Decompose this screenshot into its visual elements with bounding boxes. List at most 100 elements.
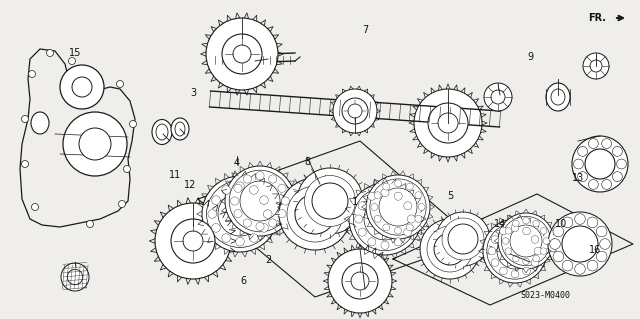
Circle shape: [523, 258, 529, 264]
Circle shape: [562, 226, 598, 262]
Circle shape: [523, 227, 531, 235]
Text: 3: 3: [190, 88, 196, 98]
Circle shape: [394, 238, 402, 246]
Circle shape: [415, 192, 422, 199]
Circle shape: [206, 18, 278, 90]
Circle shape: [531, 236, 539, 243]
Circle shape: [585, 149, 615, 179]
Circle shape: [379, 188, 417, 226]
Circle shape: [297, 168, 363, 234]
Circle shape: [305, 175, 355, 226]
Circle shape: [353, 187, 417, 251]
Circle shape: [264, 210, 272, 218]
Circle shape: [612, 172, 622, 182]
Circle shape: [572, 136, 628, 192]
Circle shape: [348, 104, 362, 118]
Circle shape: [484, 83, 512, 111]
Circle shape: [383, 183, 390, 190]
Circle shape: [588, 139, 598, 148]
Circle shape: [438, 113, 458, 133]
Circle shape: [256, 172, 264, 180]
Circle shape: [22, 160, 29, 167]
Circle shape: [427, 226, 473, 272]
Circle shape: [236, 237, 244, 246]
Text: 4: 4: [234, 158, 240, 168]
Circle shape: [171, 219, 215, 263]
Circle shape: [491, 90, 505, 104]
Circle shape: [230, 197, 239, 205]
Circle shape: [588, 180, 598, 189]
Circle shape: [600, 239, 611, 249]
Circle shape: [404, 228, 412, 236]
Circle shape: [488, 247, 496, 255]
Circle shape: [578, 146, 588, 156]
Circle shape: [573, 159, 584, 169]
Circle shape: [616, 159, 627, 169]
Circle shape: [497, 233, 533, 269]
Circle shape: [502, 238, 509, 244]
Circle shape: [364, 198, 406, 240]
Circle shape: [243, 175, 252, 183]
Text: 9: 9: [527, 52, 533, 62]
Circle shape: [225, 166, 295, 236]
Circle shape: [596, 251, 607, 262]
Ellipse shape: [31, 112, 49, 134]
Circle shape: [381, 189, 389, 197]
Circle shape: [256, 222, 264, 231]
Circle shape: [260, 196, 268, 204]
Circle shape: [414, 89, 482, 157]
Circle shape: [583, 53, 609, 79]
Circle shape: [278, 184, 286, 192]
Circle shape: [394, 192, 402, 200]
Circle shape: [540, 248, 547, 255]
Text: 16: 16: [589, 245, 601, 255]
Circle shape: [282, 197, 289, 205]
Circle shape: [428, 103, 468, 143]
Text: FR.: FR.: [588, 13, 606, 23]
Circle shape: [513, 220, 519, 227]
Text: 6: 6: [240, 276, 246, 286]
Circle shape: [260, 224, 268, 232]
Circle shape: [505, 248, 512, 255]
Circle shape: [234, 210, 242, 218]
Circle shape: [333, 89, 377, 133]
Circle shape: [29, 70, 35, 78]
Circle shape: [548, 212, 612, 276]
Circle shape: [531, 259, 539, 266]
Circle shape: [534, 247, 542, 255]
Circle shape: [498, 213, 554, 269]
Ellipse shape: [171, 118, 189, 140]
Circle shape: [434, 233, 466, 265]
Text: 11: 11: [169, 170, 181, 180]
Circle shape: [533, 220, 540, 227]
Circle shape: [222, 34, 262, 74]
Ellipse shape: [551, 89, 565, 105]
Circle shape: [67, 269, 83, 285]
Circle shape: [183, 231, 203, 251]
Circle shape: [562, 217, 573, 228]
Circle shape: [371, 204, 378, 211]
Circle shape: [578, 172, 588, 182]
Circle shape: [222, 186, 230, 194]
Text: 15: 15: [69, 48, 81, 58]
Text: S023-M0400: S023-M0400: [520, 291, 570, 300]
Circle shape: [250, 186, 258, 194]
Circle shape: [155, 203, 231, 279]
Circle shape: [575, 214, 586, 224]
Text: 5: 5: [447, 191, 453, 201]
Circle shape: [513, 255, 519, 262]
Circle shape: [349, 183, 421, 255]
Circle shape: [602, 180, 612, 189]
Circle shape: [483, 219, 547, 283]
Circle shape: [374, 192, 381, 199]
Circle shape: [415, 215, 422, 222]
Circle shape: [500, 227, 508, 235]
Circle shape: [436, 212, 490, 266]
Circle shape: [287, 186, 343, 242]
Circle shape: [491, 236, 499, 243]
Text: 10: 10: [555, 219, 567, 229]
Circle shape: [510, 225, 542, 257]
Circle shape: [587, 260, 598, 271]
Circle shape: [269, 219, 277, 227]
Circle shape: [60, 65, 104, 109]
